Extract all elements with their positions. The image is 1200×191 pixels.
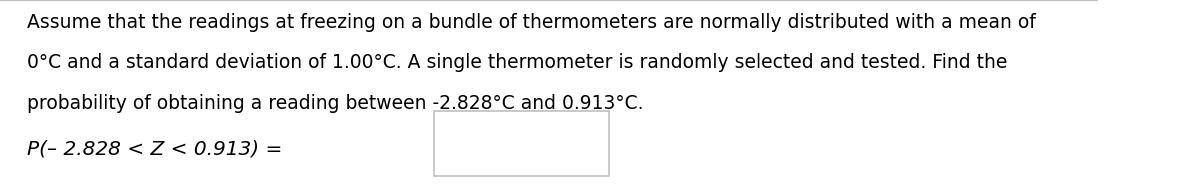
Text: 0°C and a standard deviation of 1.00°C. A single thermometer is randomly selecte: 0°C and a standard deviation of 1.00°C. … — [28, 53, 1008, 72]
FancyBboxPatch shape — [433, 111, 610, 176]
Text: probability of obtaining a reading between -2.828°C and 0.913°C.: probability of obtaining a reading betwe… — [28, 94, 644, 112]
Text: P(– 2.828 < Z < 0.913) =: P(– 2.828 < Z < 0.913) = — [28, 139, 283, 158]
Text: Assume that the readings at freezing on a bundle of thermometers are normally di: Assume that the readings at freezing on … — [28, 13, 1037, 32]
